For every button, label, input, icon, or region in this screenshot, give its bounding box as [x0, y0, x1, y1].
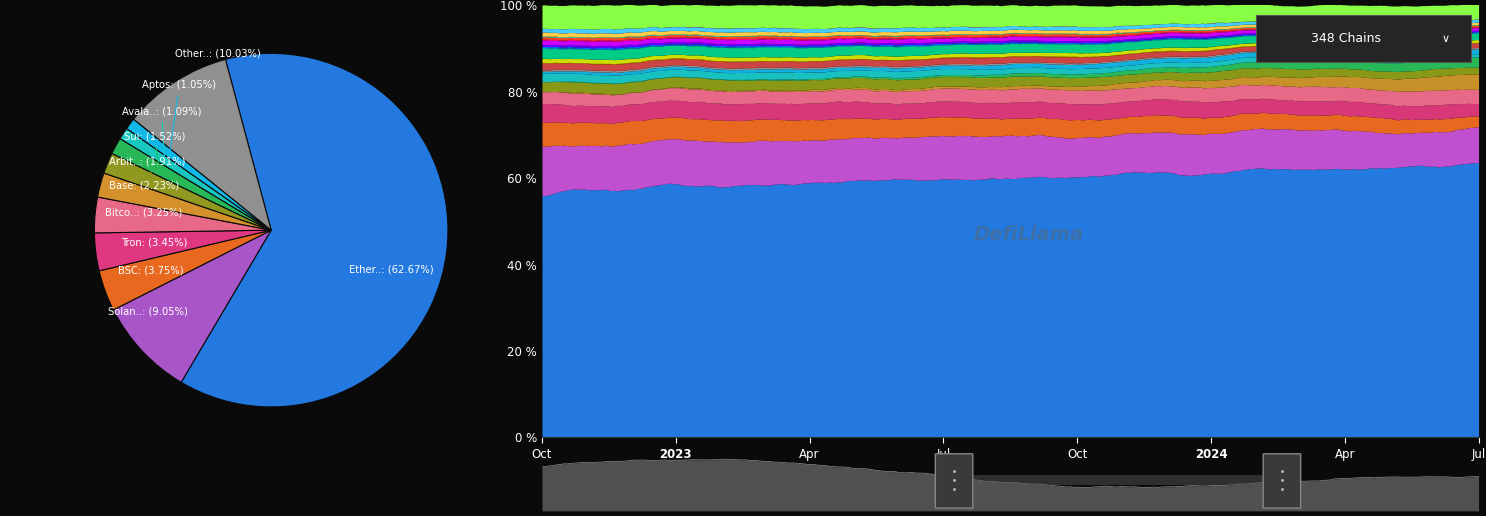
Wedge shape — [95, 197, 270, 233]
Text: Tron: (3.45%): Tron: (3.45%) — [122, 237, 187, 248]
Text: Sui: (1.52%): Sui: (1.52%) — [123, 132, 186, 167]
FancyBboxPatch shape — [935, 454, 973, 508]
Wedge shape — [104, 153, 270, 230]
Text: BSC: (3.75%): BSC: (3.75%) — [119, 266, 184, 276]
Text: Aptos: (1.05%): Aptos: (1.05%) — [143, 80, 217, 151]
Wedge shape — [126, 119, 270, 230]
Text: Ether..: (62.67%): Ether..: (62.67%) — [349, 250, 434, 274]
Wedge shape — [95, 230, 270, 271]
Wedge shape — [120, 128, 270, 230]
Text: Arbit..: (1.91%): Arbit..: (1.91%) — [110, 156, 186, 179]
FancyBboxPatch shape — [954, 475, 1282, 485]
Text: DefiLlama: DefiLlama — [973, 225, 1085, 244]
Wedge shape — [100, 230, 270, 310]
Text: Bitco..: (3.25%): Bitco..: (3.25%) — [106, 207, 183, 217]
Text: Other..: (10.03%): Other..: (10.03%) — [175, 49, 262, 121]
Text: ∨: ∨ — [1441, 34, 1449, 44]
Wedge shape — [111, 139, 270, 230]
Text: 348 Chains: 348 Chains — [1311, 32, 1380, 45]
Wedge shape — [134, 59, 270, 230]
Wedge shape — [181, 53, 447, 407]
Text: Base: (2.23%): Base: (2.23%) — [108, 181, 178, 198]
Text: Solan..: (9.05%): Solan..: (9.05%) — [107, 307, 187, 317]
Wedge shape — [98, 173, 270, 230]
FancyBboxPatch shape — [1263, 454, 1300, 508]
Text: Avala..: (1.09%): Avala..: (1.09%) — [122, 107, 201, 158]
Wedge shape — [113, 230, 270, 382]
